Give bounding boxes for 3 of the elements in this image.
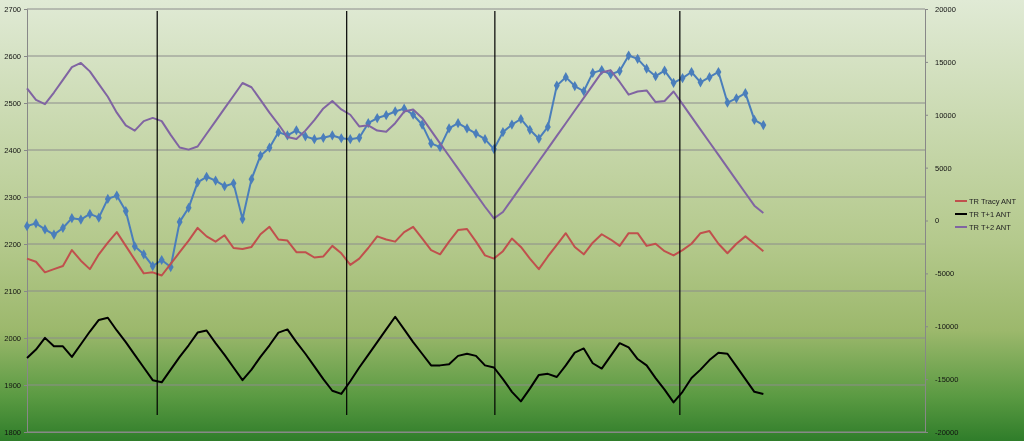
line-series (26, 315, 765, 404)
line-series (26, 61, 765, 220)
line-series (26, 225, 765, 277)
